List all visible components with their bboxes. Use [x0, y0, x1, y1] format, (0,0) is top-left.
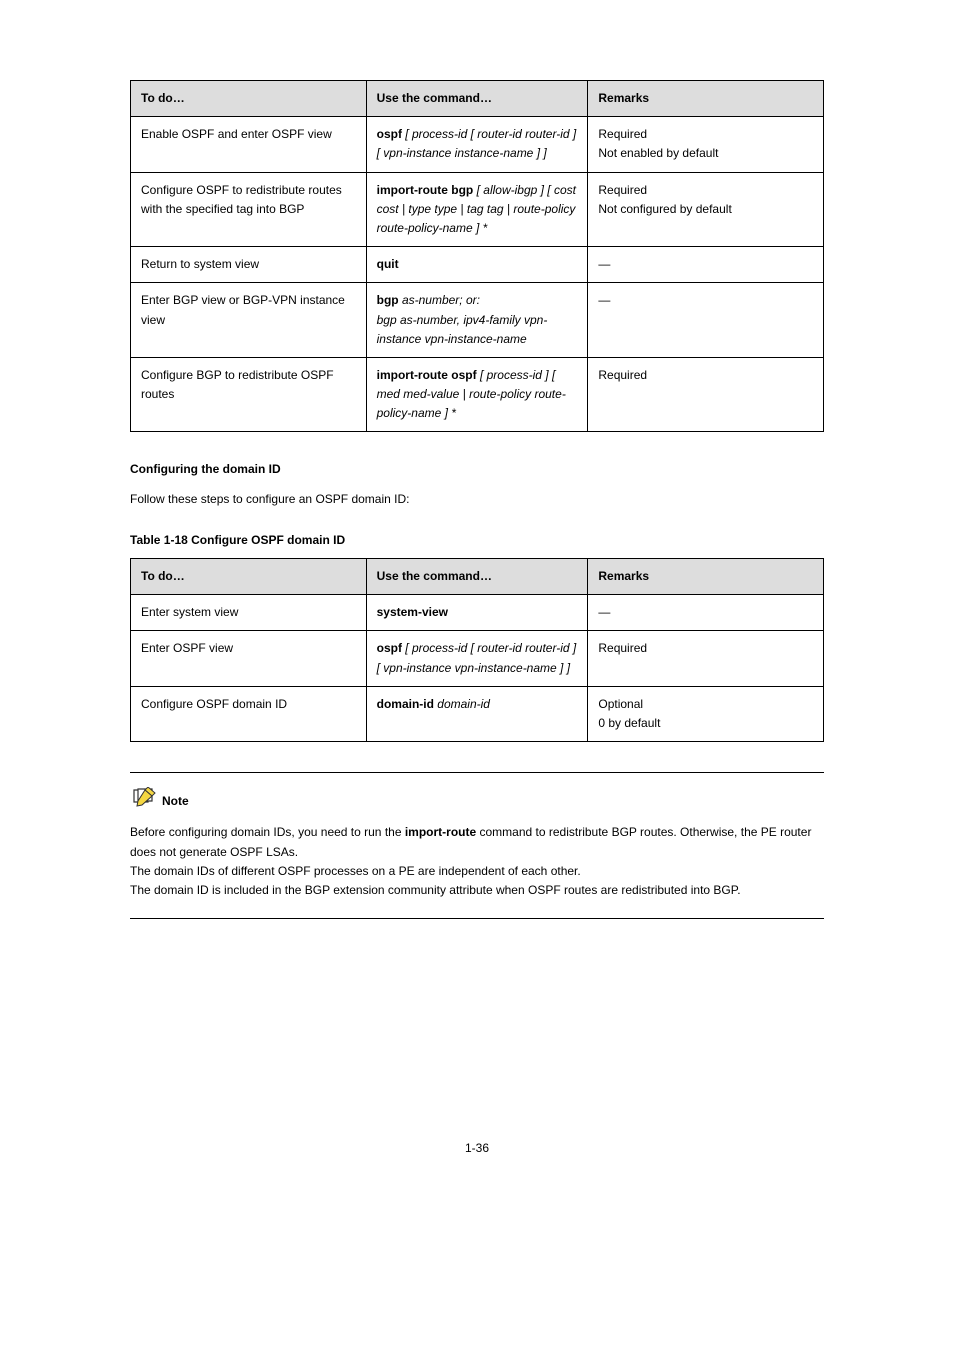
- cell-todo: Enable OSPF and enter OSPF view: [131, 117, 367, 172]
- cmd-args: as-number; or: bgp as-number, ipv4-famil…: [377, 293, 548, 345]
- col-header-remarks: Remarks: [588, 81, 824, 117]
- note-icon: [130, 787, 156, 815]
- page-container: To do… Use the command… Remarks Enable O…: [0, 0, 954, 1218]
- cell-command: quit: [366, 247, 588, 283]
- cmd-args: domain-id: [434, 697, 490, 711]
- cell-command: import-route bgp [ allow-ibgp ] [ cost c…: [366, 172, 588, 247]
- cell-todo: Enter system view: [131, 595, 367, 631]
- note-block: Note Before configuring domain IDs, you …: [130, 772, 824, 919]
- cell-todo: Enter OSPF view: [131, 631, 367, 686]
- note-body: Before configuring domain IDs, you need …: [130, 823, 824, 900]
- cell-todo: Configure OSPF domain ID: [131, 686, 367, 741]
- table-row: Configure BGP to redistribute OSPF route…: [131, 357, 824, 432]
- cmd-keyword: quit: [377, 257, 399, 271]
- table-header-row: To do… Use the command… Remarks: [131, 81, 824, 117]
- cell-command: bgp as-number; or: bgp as-number, ipv4-f…: [366, 283, 588, 358]
- cell-remarks: —: [588, 283, 824, 358]
- cell-remarks: Required: [588, 357, 824, 432]
- table-row: Enter system view system-view —: [131, 595, 824, 631]
- note-label: Note: [162, 792, 189, 811]
- cmd-keyword: domain-id: [377, 697, 434, 711]
- col-header-todo: To do…: [131, 559, 367, 595]
- cmd-args: [ process-id [ router-id router-id ] [ v…: [377, 641, 577, 674]
- table-row: Enter OSPF view ospf [ process-id [ rout…: [131, 631, 824, 686]
- cmd-keyword: bgp: [377, 293, 399, 307]
- cmd-keyword: ospf: [377, 641, 402, 655]
- note-header: Note: [130, 787, 824, 815]
- cell-command: import-route ospf [ process-id ] [ med m…: [366, 357, 588, 432]
- table-row: Enter BGP view or BGP-VPN instance view …: [131, 283, 824, 358]
- col-header-remarks: Remarks: [588, 559, 824, 595]
- table-row: Return to system view quit —: [131, 247, 824, 283]
- cmd-keyword: import-route ospf: [377, 368, 477, 382]
- table-domain-id-config: To do… Use the command… Remarks Enter sy…: [130, 558, 824, 742]
- cell-command: system-view: [366, 595, 588, 631]
- table-row: Enable OSPF and enter OSPF view ospf [ p…: [131, 117, 824, 172]
- cmd-keyword: system-view: [377, 605, 448, 619]
- note-cmd: import-route: [405, 825, 476, 839]
- cmd-keyword: ospf: [377, 127, 402, 141]
- cell-command: ospf [ process-id [ router-id router-id …: [366, 117, 588, 172]
- cell-todo: Return to system view: [131, 247, 367, 283]
- cell-todo: Configure OSPF to redistribute routes wi…: [131, 172, 367, 247]
- col-header-command: Use the command…: [366, 81, 588, 117]
- cell-command: domain-id domain-id: [366, 686, 588, 741]
- note-text-pre: Before configuring domain IDs, you need …: [130, 825, 405, 839]
- cell-remarks: Optional 0 by default: [588, 686, 824, 741]
- table-row: Configure OSPF domain ID domain-id domai…: [131, 686, 824, 741]
- table-ospf-bgp-config: To do… Use the command… Remarks Enable O…: [130, 80, 824, 432]
- cell-remarks: —: [588, 595, 824, 631]
- col-header-todo: To do…: [131, 81, 367, 117]
- table-header-row: To do… Use the command… Remarks: [131, 559, 824, 595]
- cell-remarks: —: [588, 247, 824, 283]
- table-caption: Table 1-18 Configure OSPF domain ID: [130, 531, 824, 550]
- cell-remarks: Required: [588, 631, 824, 686]
- cell-command: ospf [ process-id [ router-id router-id …: [366, 631, 588, 686]
- section-intro: Follow these steps to configure an OSPF …: [130, 490, 824, 509]
- cmd-keyword: import-route bgp: [377, 183, 474, 197]
- section-heading-domain-id: Configuring the domain ID: [130, 460, 824, 479]
- cmd-args: [ process-id [ router-id router-id ] [ v…: [377, 127, 577, 160]
- table-row: Configure OSPF to redistribute routes wi…: [131, 172, 824, 247]
- cell-remarks: Required Not enabled by default: [588, 117, 824, 172]
- col-header-command: Use the command…: [366, 559, 588, 595]
- cell-remarks: Required Not configured by default: [588, 172, 824, 247]
- page-number: 1-36: [130, 1139, 824, 1158]
- cell-todo: Enter BGP view or BGP-VPN instance view: [131, 283, 367, 358]
- cell-todo: Configure BGP to redistribute OSPF route…: [131, 357, 367, 432]
